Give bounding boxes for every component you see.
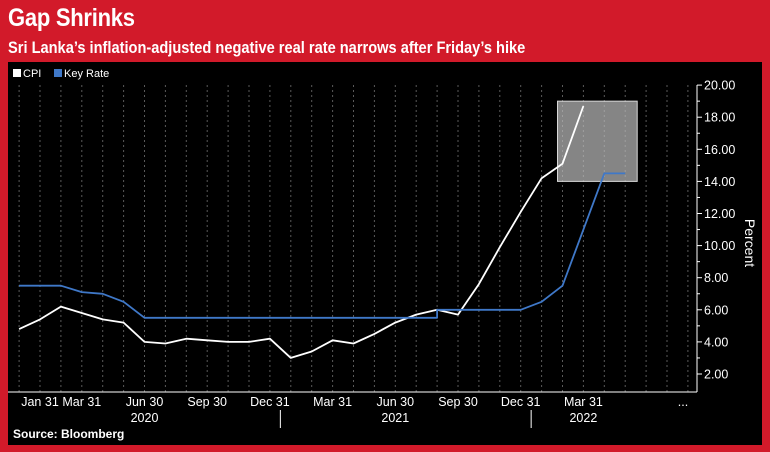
x-tick-label: Mar 31 <box>62 395 101 409</box>
x-tick-label: Dec 31 <box>250 395 290 409</box>
legend-swatch <box>13 69 21 77</box>
series-line-key-rate <box>19 172 626 319</box>
highlight-box <box>557 100 638 182</box>
y-tick-label: 4.00 <box>704 335 728 349</box>
y-tick-label: 18.00 <box>704 111 735 125</box>
x-tick-label: Jan 31 <box>21 395 59 409</box>
y-tick-label: 16.00 <box>704 143 735 157</box>
x-tick-label: Mar 31 <box>564 395 603 409</box>
x-year-label: 2021 <box>381 411 409 425</box>
y-axis-title: Percent <box>742 219 758 267</box>
series-line-cpi <box>18 105 585 359</box>
legend-label: Key Rate <box>64 68 109 80</box>
legend: CPI Key Rate <box>13 68 109 80</box>
y-tick-label: 6.00 <box>704 303 728 317</box>
x-tick-label: Sep 30 <box>438 395 478 409</box>
y-tick-label: 8.00 <box>704 271 728 285</box>
x-year-label: 2020 <box>131 411 159 425</box>
x-tick-label: ... <box>678 395 688 409</box>
grid-layer <box>18 85 689 392</box>
x-tick-label: Dec 31 <box>501 395 541 409</box>
y-tick-label: 12.00 <box>704 207 735 221</box>
x-tick-label: Mar 31 <box>313 395 352 409</box>
axis-layer: 2.00 4.00 6.00 8.00 10.00 12.00 14.00 16.00 18.0… <box>8 79 758 428</box>
y-tick-label: 20.00 <box>704 79 735 93</box>
source-note: Source: Bloomberg <box>13 427 125 441</box>
chart-subtitle: Sri Lanka’s inflation-adjusted negative … <box>8 38 526 57</box>
legend-label: CPI <box>23 68 41 80</box>
highlight-layer <box>557 100 638 182</box>
x-tick-label: Sep 30 <box>187 395 227 409</box>
x-tick-label: Jun 30 <box>126 395 164 409</box>
y-tick-label: 10.00 <box>704 239 735 253</box>
y-tick-label: 2.00 <box>704 368 728 382</box>
x-year-label: 2022 <box>569 411 597 425</box>
legend-swatch <box>54 69 62 77</box>
series-layer <box>18 105 626 359</box>
x-tick-label: Jun 30 <box>377 395 415 409</box>
chart-title: Gap Shrinks <box>8 4 135 32</box>
y-tick-label: 14.00 <box>704 175 735 189</box>
